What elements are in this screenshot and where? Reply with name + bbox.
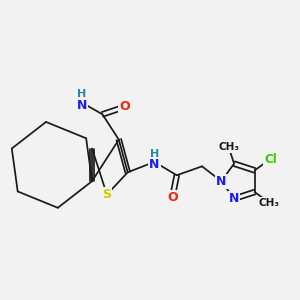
Text: CH₃: CH₃ bbox=[218, 142, 239, 152]
Text: N: N bbox=[229, 192, 239, 205]
Text: Cl: Cl bbox=[264, 152, 277, 166]
Text: N: N bbox=[216, 175, 226, 188]
Text: O: O bbox=[119, 100, 130, 113]
Text: O: O bbox=[167, 191, 178, 204]
Text: H: H bbox=[150, 148, 159, 159]
Text: H: H bbox=[77, 89, 86, 99]
Text: N: N bbox=[76, 99, 87, 112]
Text: S: S bbox=[102, 188, 111, 201]
Text: CH₃: CH₃ bbox=[259, 197, 280, 208]
Text: N: N bbox=[149, 158, 160, 171]
